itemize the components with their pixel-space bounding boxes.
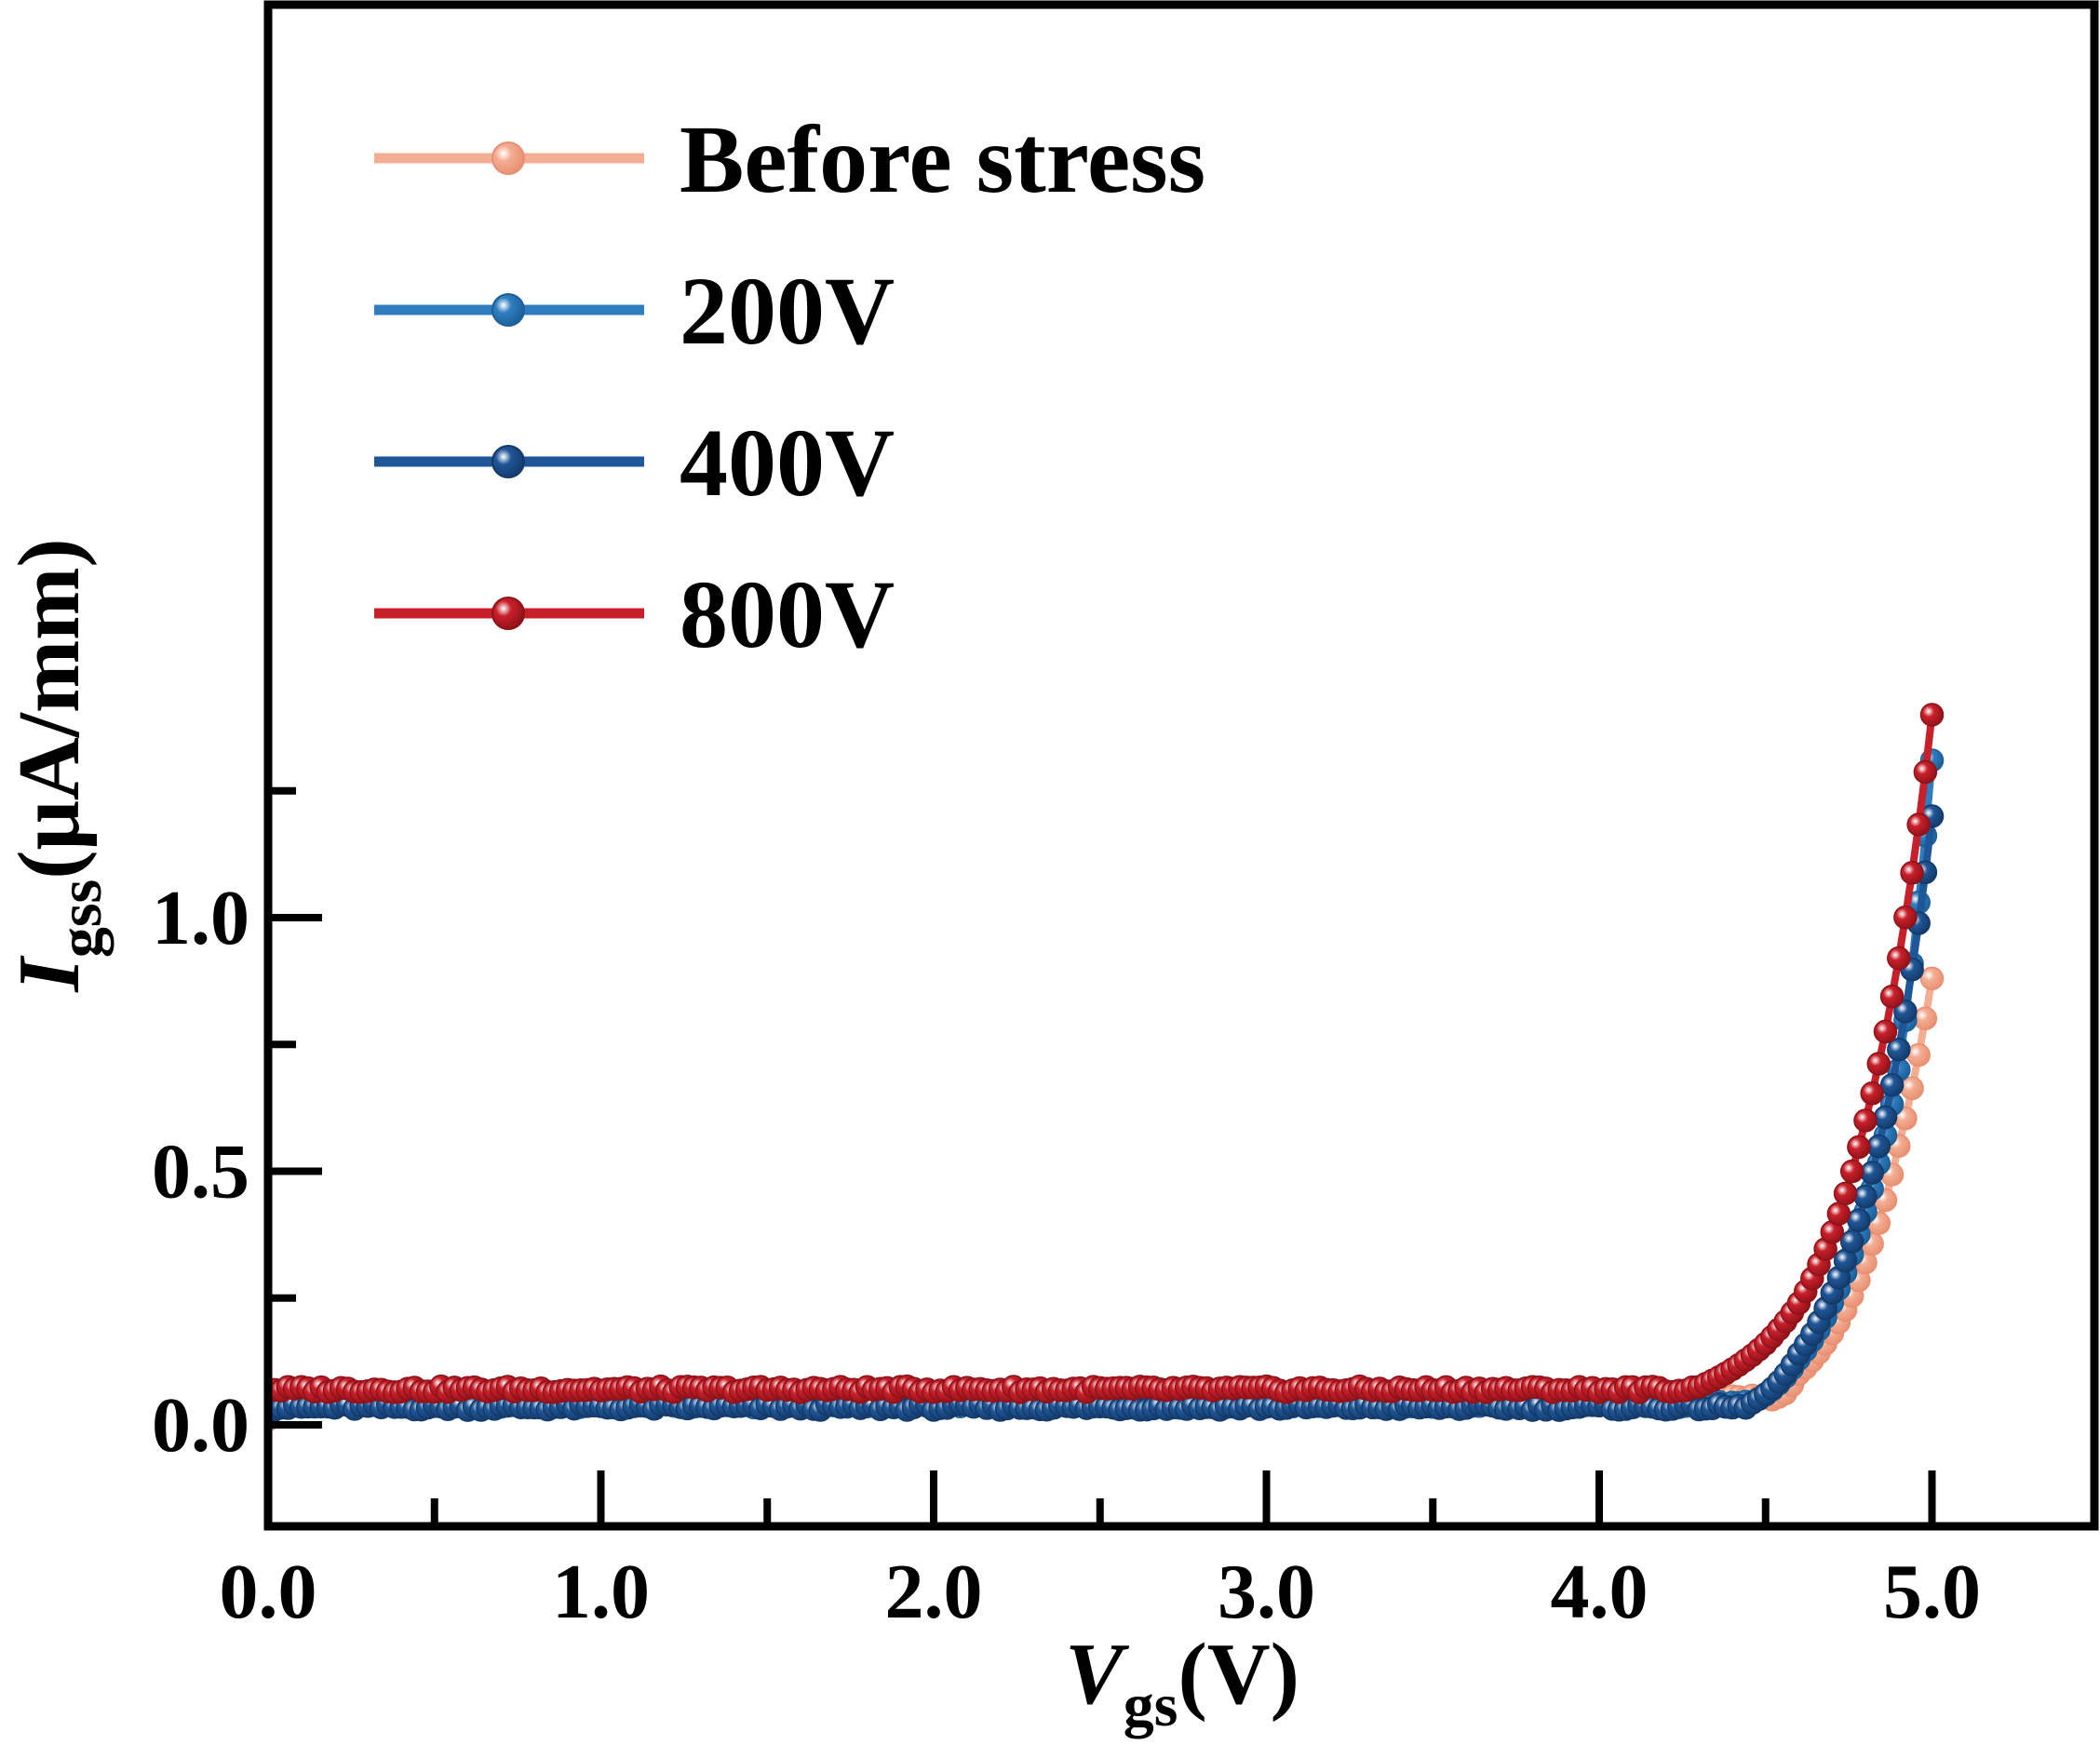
x-axis-label-unit: (V) bbox=[1178, 1626, 1299, 1723]
series-800v bbox=[268, 703, 1945, 1404]
point-400v-241 bbox=[1860, 1161, 1884, 1185]
point-800v-237 bbox=[1833, 1181, 1858, 1206]
point-800v-239 bbox=[1847, 1134, 1871, 1160]
point-800v-240 bbox=[1853, 1108, 1878, 1133]
point-800v-244 bbox=[1879, 984, 1905, 1009]
legend-item-200v: 200V bbox=[374, 258, 895, 365]
legend-marker-200v bbox=[491, 293, 525, 327]
point-400v-239 bbox=[1847, 1208, 1871, 1232]
point-800v-249 bbox=[1913, 759, 1938, 785]
point-before-stress-250 bbox=[1919, 966, 1945, 991]
point-before-stress-248 bbox=[1906, 1042, 1931, 1067]
series-line-800v bbox=[268, 714, 1936, 1398]
point-800v-248 bbox=[1906, 812, 1931, 837]
legend-label-200v: 200V bbox=[680, 258, 895, 365]
x-tick-label-4: 4.0 bbox=[1551, 1549, 1649, 1635]
point-800v-242 bbox=[1866, 1052, 1891, 1076]
point-800v-245 bbox=[1887, 946, 1911, 971]
point-400v-244 bbox=[1879, 1073, 1905, 1097]
y-axis-label: Igss(μA/mm) bbox=[1, 538, 114, 992]
point-before-stress-249 bbox=[1913, 1006, 1938, 1031]
y-axis-label-sub: gss bbox=[47, 879, 114, 958]
legend-item-before-stress: Before stress bbox=[374, 106, 1205, 213]
ticks-layer bbox=[264, 786, 1936, 1526]
x-tick-label-2: 2.0 bbox=[885, 1549, 983, 1635]
series-400v bbox=[268, 804, 1945, 1422]
series-layer bbox=[268, 703, 1945, 1432]
legend-label-800v: 800V bbox=[680, 561, 895, 668]
x-axis-label-main: V bbox=[1065, 1626, 1130, 1723]
y-tick-label-2: 1.0 bbox=[152, 875, 249, 961]
point-800v-241 bbox=[1860, 1081, 1884, 1106]
plot-frame bbox=[263, 0, 2099, 1531]
series-line-400v bbox=[268, 815, 1936, 1415]
series-200v bbox=[268, 748, 1945, 1420]
point-800v-238 bbox=[1839, 1159, 1864, 1184]
point-400v-245 bbox=[1887, 1037, 1911, 1062]
series-before-stress bbox=[268, 966, 1945, 1432]
x-tick-label-3: 3.0 bbox=[1218, 1549, 1315, 1635]
y-axis-label-main: I bbox=[1, 955, 98, 993]
point-400v-238 bbox=[1839, 1229, 1864, 1254]
x-tick-label-5: 5.0 bbox=[1883, 1549, 1981, 1635]
series-line-before-stress bbox=[268, 977, 1936, 1422]
x-tick-label-0: 0.0 bbox=[220, 1549, 317, 1635]
series-line-200v bbox=[268, 759, 1936, 1413]
point-800v-236 bbox=[1826, 1201, 1851, 1226]
legend-item-800v: 800V bbox=[374, 561, 895, 668]
point-800v-247 bbox=[1900, 861, 1924, 885]
tick-labels-layer: 0.0 1.0 2.0 3.0 4.0 5.0 0.0 0.5 1.0 bbox=[152, 875, 1981, 1635]
point-400v-242 bbox=[1866, 1134, 1891, 1159]
legend-item-400v: 400V bbox=[374, 409, 895, 517]
legend-marker-800v bbox=[491, 597, 525, 630]
x-tick-label-1: 1.0 bbox=[552, 1549, 650, 1635]
point-before-stress-247 bbox=[1900, 1076, 1924, 1101]
y-tick-label-1: 0.5 bbox=[152, 1129, 249, 1215]
y-axis-label-unit: (μA/mm) bbox=[1, 538, 98, 879]
point-400v-243 bbox=[1873, 1105, 1898, 1130]
x-axis-label: Vgs(V) bbox=[1065, 1626, 1299, 1739]
legend: Before stress 200V 400V 800V bbox=[374, 106, 1205, 668]
point-400v-240 bbox=[1853, 1185, 1878, 1209]
y-tick-label-0: 0.0 bbox=[152, 1382, 249, 1469]
point-800v-250 bbox=[1919, 703, 1945, 727]
point-800v-246 bbox=[1893, 905, 1918, 930]
legend-marker-400v bbox=[491, 445, 525, 478]
point-400v-246 bbox=[1893, 1000, 1918, 1024]
legend-marker-before-stress bbox=[491, 141, 525, 175]
point-800v-243 bbox=[1873, 1019, 1898, 1044]
legend-label-before-stress: Before stress bbox=[680, 106, 1205, 213]
x-axis-label-sub: gs bbox=[1124, 1671, 1178, 1739]
legend-label-400v: 400V bbox=[680, 409, 895, 517]
